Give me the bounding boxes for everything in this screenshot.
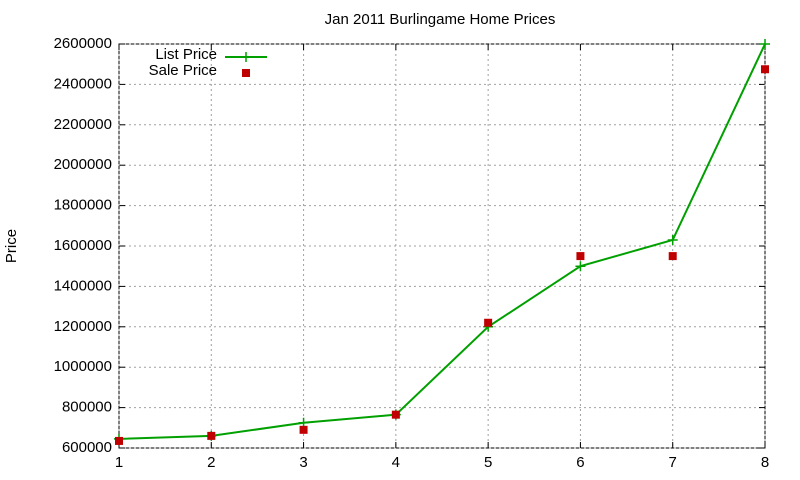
y-tick-label: 1400000 — [54, 277, 112, 294]
data-point — [575, 261, 586, 272]
data-point — [207, 431, 216, 440]
x-tick-label: 3 — [299, 454, 307, 471]
y-tick-label: 2600000 — [54, 35, 112, 52]
y-tick-label: 600000 — [62, 439, 112, 456]
y-axis-label: Price — [3, 229, 20, 263]
legend-marker — [241, 52, 251, 62]
y-tick-label: 1200000 — [54, 318, 112, 335]
data-point — [299, 425, 308, 434]
legend-marker — [242, 69, 250, 77]
y-tick-label: 1800000 — [54, 197, 112, 214]
legend-label: Sale Price — [149, 62, 217, 79]
data-point — [668, 252, 677, 261]
y-tick-label: 2200000 — [54, 116, 112, 133]
x-tick-label: 7 — [669, 454, 677, 471]
data-point — [484, 318, 493, 327]
x-tick-label: 4 — [392, 454, 400, 471]
data-point — [760, 39, 770, 49]
chart-title: Jan 2011 Burlingame Home Prices — [325, 11, 556, 28]
y-tick-label: 1600000 — [54, 237, 112, 254]
data-point — [576, 252, 585, 261]
legend-label: List Price — [155, 46, 217, 63]
data-point — [391, 410, 400, 419]
x-tick-label: 1 — [115, 454, 123, 471]
x-tick-label: 8 — [761, 454, 769, 471]
data-point — [115, 436, 123, 445]
y-tick-label: 1000000 — [54, 358, 112, 375]
y-tick-label: 800000 — [62, 399, 112, 416]
y-tick-label: 2400000 — [54, 75, 112, 92]
y-tick-label: 2000000 — [54, 156, 112, 173]
x-tick-label: 2 — [207, 454, 215, 471]
x-tick-label: 5 — [484, 454, 492, 471]
x-tick-label: 6 — [576, 454, 584, 471]
data-point — [667, 234, 678, 245]
data-point — [761, 65, 769, 74]
series-line — [118, 43, 766, 440]
